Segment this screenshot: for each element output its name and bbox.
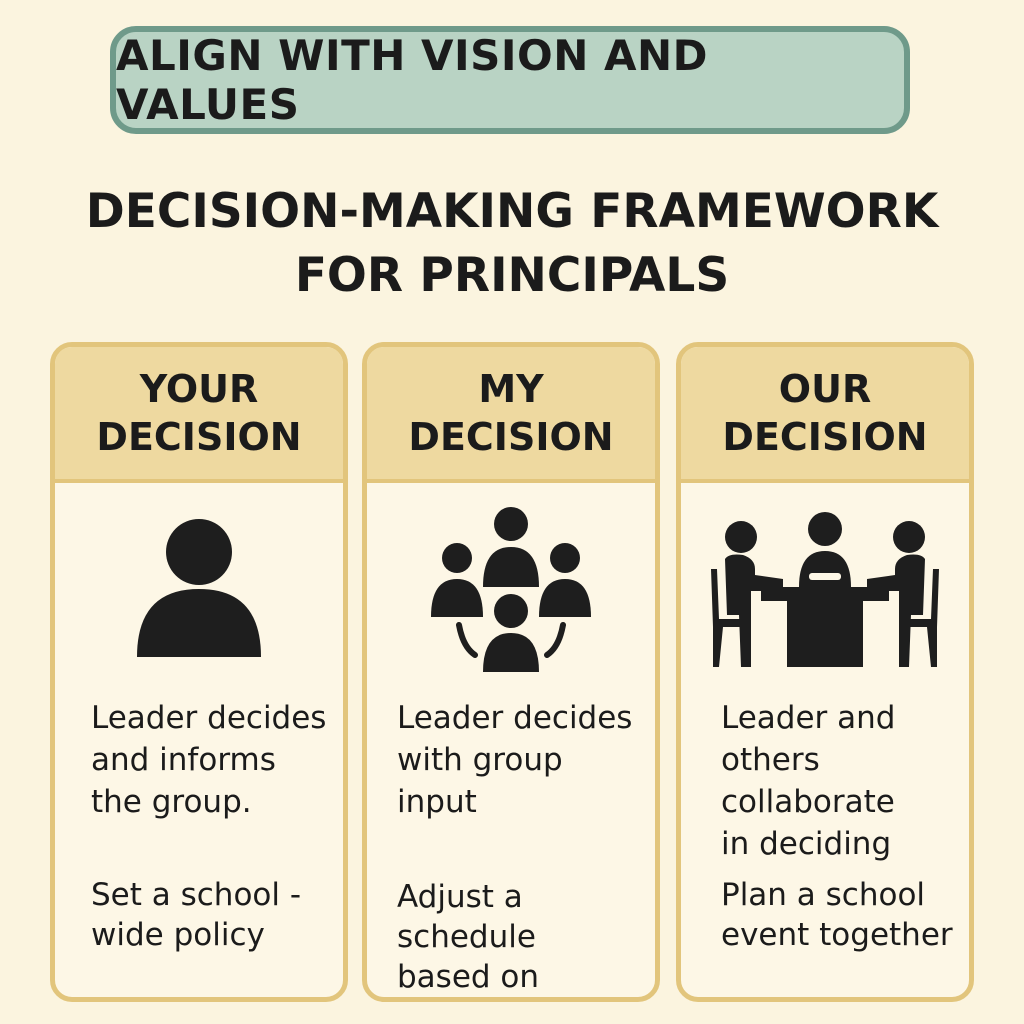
card-heading-line-1: YOUR [139,367,259,411]
meeting-table-icon [681,507,969,682]
card-our-decision: OUR DECISION Leader and others collabora… [676,342,974,1002]
example-line: Adjust a schedule [397,879,536,955]
example-line: wide policy [91,917,265,953]
card-header: YOUR DECISION [55,347,343,483]
card-heading-line-1: MY [478,367,544,411]
title-line-2: FOR PRINCIPALS [294,248,730,303]
card-description: Leader decides with group input [397,697,655,823]
card-heading-line-2: DECISION [408,415,614,459]
person-icon [55,507,343,682]
card-description: Leader decides and informs the group. [91,697,343,823]
description-line: in deciding [721,826,892,862]
description-line: the group. [91,784,252,820]
description-line: input [397,784,477,820]
card-example: Adjust a schedule based on teacher input [397,877,655,997]
vision-banner: ALIGN WITH VISION AND VALUES [110,26,910,134]
card-my-decision: MY DECISION Leader decides with group in… [362,342,660,1002]
example-line: Set a school - [91,877,302,913]
card-heading-line-2: DECISION [96,415,302,459]
description-line: others [721,742,820,778]
description-line: and informs [91,742,276,778]
example-line: Plan a school [721,877,926,913]
card-example: Plan a school event together [721,875,969,955]
example-line: based on teacher [397,959,540,995]
description-line: collaborate [721,784,895,820]
card-heading-line-2: DECISION [722,415,928,459]
description-line: with group [397,742,563,778]
description-line: Leader and [721,700,896,736]
description-line: Leader decides [91,700,327,736]
card-description: Leader and others collaborate in decidin… [721,697,961,865]
page-title: DECISION-MAKING FRAMEWORK FOR PRINCIPALS [0,180,1024,308]
title-line-1: DECISION-MAKING FRAMEWORK [85,184,939,239]
card-heading-line-1: OUR [778,367,872,411]
group-circle-icon [367,507,655,682]
description-line: Leader decides [397,700,633,736]
example-line: event together [721,917,953,953]
card-example: Set a school - wide policy [91,875,343,955]
card-header: MY DECISION [367,347,655,483]
card-your-decision: YOUR DECISION Leader decides and informs… [50,342,348,1002]
banner-text: ALIGN WITH VISION AND VALUES [116,31,709,129]
card-header: OUR DECISION [681,347,969,483]
